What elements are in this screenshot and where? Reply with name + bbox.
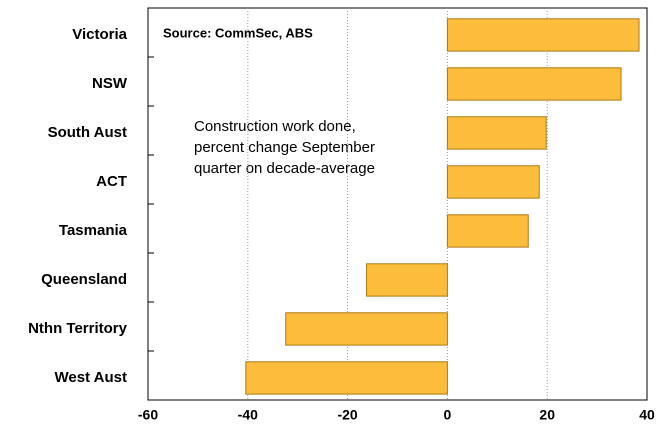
y-tick-label: West Aust: [54, 369, 127, 386]
y-tick-label: Nthn Territory: [28, 320, 128, 337]
annotation: quarter on decade-average: [194, 160, 375, 177]
y-tick-label: Victoria: [72, 26, 127, 43]
bar: [446, 214, 529, 248]
x-tick-label: -20: [337, 407, 357, 423]
x-tick-label: 40: [639, 407, 655, 423]
bar: [446, 116, 547, 150]
bar: [366, 263, 448, 297]
annotation: Construction work done,: [194, 118, 356, 135]
y-tick-label: Queensland: [41, 271, 127, 288]
bar: [285, 312, 448, 346]
y-tick-label: ACT: [96, 173, 127, 190]
y-tick-label: Tasmania: [59, 222, 128, 239]
annotation: percent change September: [194, 139, 375, 156]
x-tick-label: 20: [539, 407, 555, 423]
x-tick-label: -40: [238, 407, 258, 423]
bar: [245, 361, 448, 395]
bar: [446, 165, 540, 199]
x-tick-label: 0: [444, 407, 452, 423]
bar: [446, 18, 640, 52]
source: Source: CommSec, ABS: [163, 25, 313, 40]
bar: [446, 67, 622, 101]
y-tick-label: NSW: [92, 75, 128, 92]
y-tick-label: South Aust: [48, 124, 127, 141]
x-tick-label: -60: [138, 407, 158, 423]
